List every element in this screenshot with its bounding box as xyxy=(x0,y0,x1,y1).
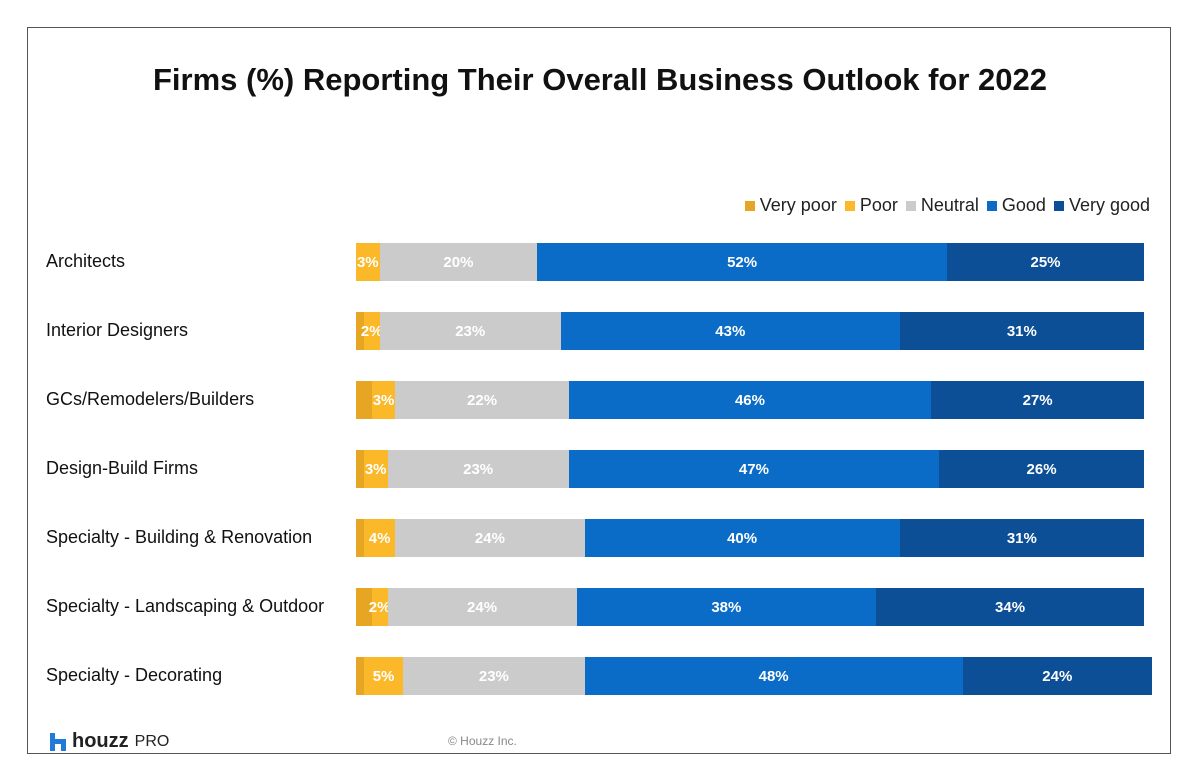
bar-segment: 47% xyxy=(568,450,940,488)
data-label: 23% xyxy=(455,322,486,340)
bar-segment: 27% xyxy=(931,381,1144,419)
legend-swatch xyxy=(905,200,916,211)
bar-segment: 38% xyxy=(576,588,877,626)
bar-segment: 2% xyxy=(368,588,391,626)
data-label: 26% xyxy=(1026,460,1057,478)
data-label: 40% xyxy=(727,529,758,547)
bar-segment: 23% xyxy=(379,312,561,350)
legend-item: Poor xyxy=(844,195,898,216)
bar-segment: 3% xyxy=(356,243,380,281)
data-label: 23% xyxy=(463,460,494,478)
bar-segment: 31% xyxy=(899,519,1144,557)
category-label: Design-Build Firms xyxy=(46,458,199,478)
bar-segment xyxy=(356,450,364,488)
data-label: 43% xyxy=(715,322,746,340)
bar-segment: 3% xyxy=(371,381,396,419)
bar-segment: 23% xyxy=(403,657,585,695)
chart-title: Firms (%) Reporting Their Overall Busine… xyxy=(152,62,1048,97)
bar-segment: 34% xyxy=(876,588,1144,626)
legend-label: Good xyxy=(1001,195,1046,215)
houzz-logo-icon xyxy=(50,732,66,751)
data-label: 46% xyxy=(734,391,765,409)
bar-segment: 5% xyxy=(363,657,404,695)
data-label: 34% xyxy=(995,598,1026,616)
bar-segment xyxy=(356,519,364,557)
legend-item: Very good xyxy=(1053,195,1150,216)
bar-segment: 52% xyxy=(537,243,947,281)
bar-segment: 43% xyxy=(560,312,900,350)
legend-swatch xyxy=(1053,200,1064,211)
data-label: 5% xyxy=(372,667,395,685)
bar-segment xyxy=(356,657,364,695)
legend-label: Poor xyxy=(859,195,898,215)
data-label: 25% xyxy=(1030,253,1061,271)
data-label: 31% xyxy=(1006,322,1037,340)
data-label: 23% xyxy=(478,667,509,685)
logo-suffix: PRO xyxy=(134,732,170,750)
chart-frame xyxy=(27,27,1171,754)
data-label: 24% xyxy=(467,598,498,616)
bar-segment: 23% xyxy=(387,450,569,488)
legend-label: Very poor xyxy=(759,195,837,215)
category-label: GCs/Remodelers/Builders xyxy=(46,389,255,409)
data-label: 52% xyxy=(727,253,758,271)
bar-segment: 20% xyxy=(379,243,538,281)
data-label: 24% xyxy=(474,529,505,547)
data-label: 24% xyxy=(1042,667,1073,685)
legend: Very poor Poor Neutral Good Very good xyxy=(744,195,1150,216)
legend-item: Good xyxy=(986,195,1046,216)
category-label: Architects xyxy=(46,251,126,271)
copyright: © Houzz Inc. xyxy=(448,734,517,748)
legend-item: Very poor xyxy=(744,195,837,216)
logo-text: houzz xyxy=(72,730,129,752)
legend-swatch xyxy=(986,200,997,211)
category-label: Interior Designers xyxy=(46,320,189,340)
bar-segment: 26% xyxy=(939,450,1144,488)
category-label: Specialty - Landscaping & Outdoor xyxy=(46,596,325,616)
bar-segment: 40% xyxy=(584,519,900,557)
legend-label: Neutral xyxy=(920,195,979,215)
bar-segment: 4% xyxy=(363,519,396,557)
data-label: 3% xyxy=(356,253,379,271)
bar-segment: 31% xyxy=(899,312,1144,350)
legend-swatch xyxy=(844,200,855,211)
data-label: 31% xyxy=(1006,529,1037,547)
data-label: 22% xyxy=(467,391,498,409)
bar-segment xyxy=(356,588,372,626)
data-label: 20% xyxy=(443,253,474,271)
bar-segment: 48% xyxy=(584,657,963,695)
bar-segment: 46% xyxy=(568,381,932,419)
data-label: 2% xyxy=(360,322,383,340)
data-label: 38% xyxy=(711,598,742,616)
data-label: 48% xyxy=(758,667,789,685)
data-label: 2% xyxy=(368,598,391,616)
legend-item: Neutral xyxy=(905,195,979,216)
category-label: Specialty - Building & Renovation xyxy=(46,527,313,547)
bar-segment: 24% xyxy=(387,588,577,626)
legend-label: Very good xyxy=(1068,195,1150,215)
bar-segment: 3% xyxy=(363,450,388,488)
data-label: 3% xyxy=(372,391,395,409)
data-label: 27% xyxy=(1022,391,1053,409)
bar-segment xyxy=(356,312,364,350)
data-label: 4% xyxy=(368,529,391,547)
bar-segment: 24% xyxy=(962,657,1152,695)
bar-segment: 24% xyxy=(395,519,585,557)
data-label: 3% xyxy=(364,460,387,478)
bar-segment: 22% xyxy=(395,381,569,419)
category-label: Specialty - Decorating xyxy=(46,665,223,685)
bar-segment: 25% xyxy=(947,243,1144,281)
bar-segment: 2% xyxy=(360,312,383,350)
legend-swatch xyxy=(744,200,755,211)
data-label: 47% xyxy=(738,460,769,478)
bar-segment xyxy=(356,381,372,419)
houzz-pro-logo: houzz PRO xyxy=(50,730,169,753)
